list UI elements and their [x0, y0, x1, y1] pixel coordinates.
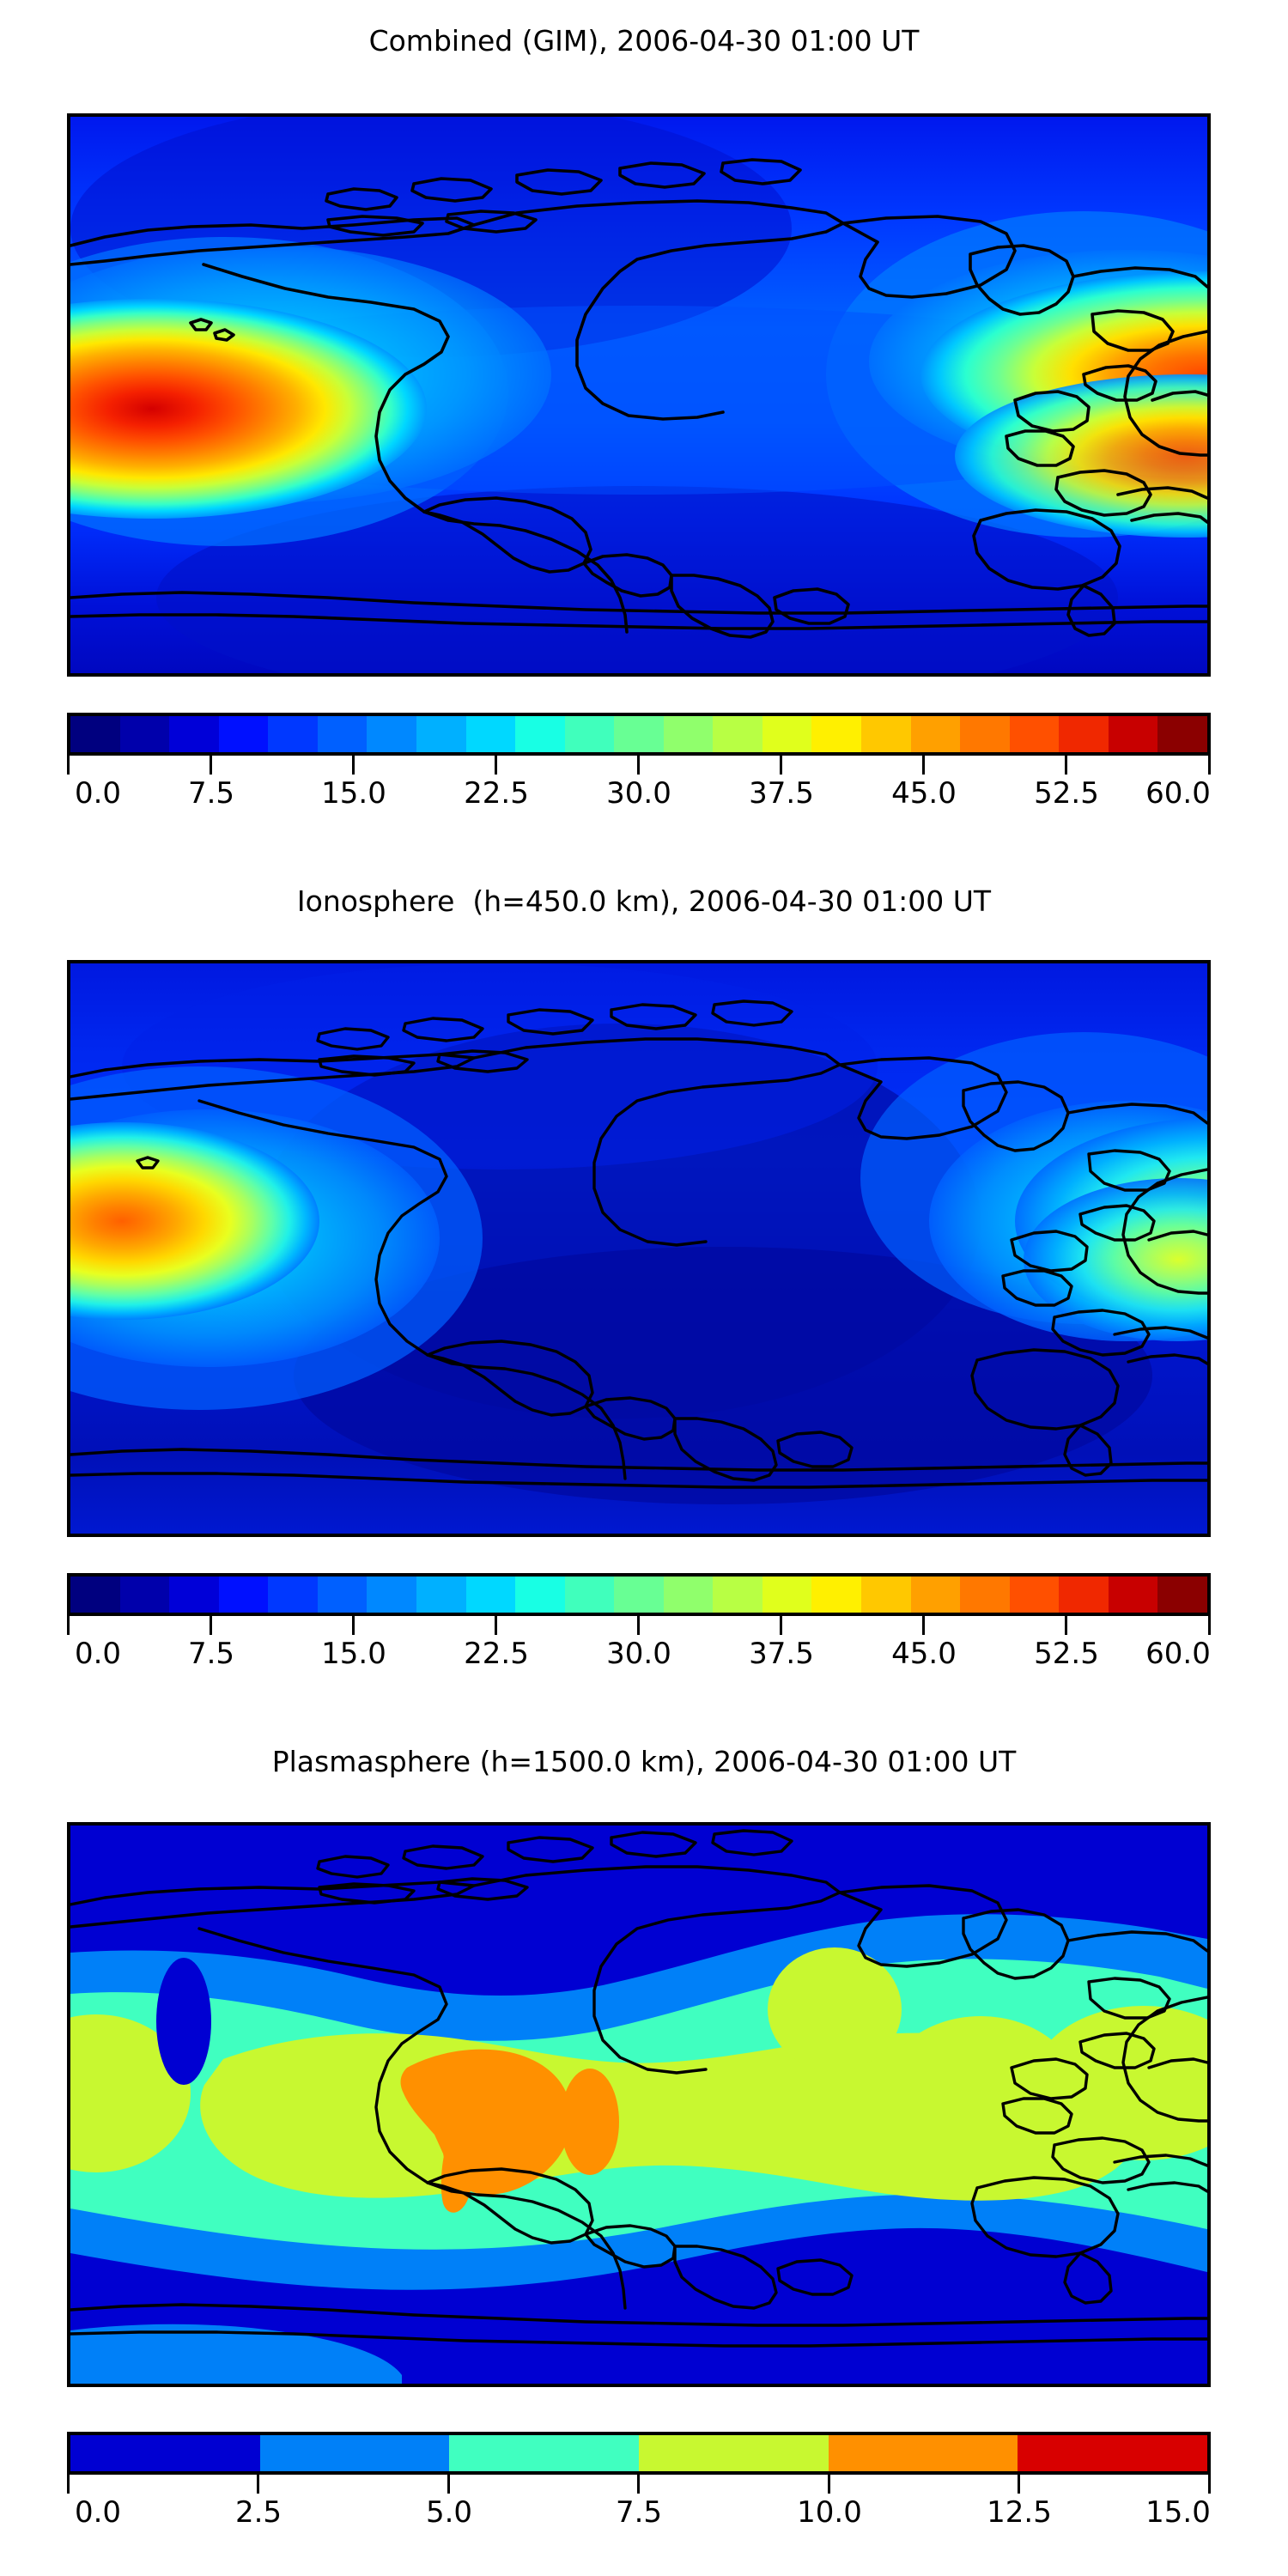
map-axes-ionosphere	[67, 960, 1211, 1537]
cbar-tick-label: 12.5	[987, 2495, 1052, 2530]
band-10.0-12.5-south-america	[400, 2049, 572, 2195]
panel-combined-gim: Combined (GIM), 2006-04-30 01:00 UT	[0, 0, 1288, 859]
cbar-tick-label: 7.5	[187, 776, 235, 811]
cbar-tick-label: 2.5	[234, 2495, 283, 2530]
cbar-tick-label: 30.0	[606, 1637, 671, 1671]
cbar-tick-label: 5.0	[425, 2495, 473, 2530]
cbar-tick-label: 45.0	[891, 1637, 957, 1671]
colorbar-gradient-plasmasphere	[67, 2432, 1211, 2475]
panel-title-ionosphere: Ionosphere (h=450.0 km), 2006-04-30 01:0…	[296, 884, 992, 918]
colorbar-ticks-ionosphere	[67, 1616, 1211, 1635]
colorbar-labels-plasmasphere: 0.0 2.5 5.0 7.5 10.0 12.5 15.0	[67, 2495, 1211, 2533]
cbar-tick-label: 45.0	[891, 776, 957, 811]
cbar-tick-label: 37.5	[749, 1637, 814, 1671]
contour-field-ionosphere	[70, 963, 1207, 1534]
cbar-tick-label: 0.0	[74, 1637, 122, 1671]
cbar-tick-label: 15.0	[321, 776, 386, 811]
panel-plasmasphere: Plasmasphere (h=1500.0 km), 2006-04-30 0…	[0, 1717, 1288, 2576]
band-7.5-10.0-arabia	[768, 1947, 902, 2071]
cbar-tick-label: 30.0	[606, 776, 671, 811]
coastline-layer	[70, 1829, 1207, 2348]
cbar-tick-label: 15.0	[1145, 2495, 1211, 2530]
band-10.0-12.5-tail	[440, 2142, 472, 2213]
cbar-tick-label: 0.0	[74, 2495, 122, 2530]
cbar-tick-label: 7.5	[615, 2495, 663, 2530]
cbar-tick-label: 0.0	[74, 776, 122, 811]
cbar-tick-label: 52.5	[1034, 1637, 1099, 1671]
colorbar-gradient-ionosphere	[67, 1573, 1211, 1616]
map-content-ionosphere	[70, 963, 1207, 1534]
cbar-tick-label: 52.5	[1034, 776, 1099, 811]
cbar-tick-label: 15.0	[321, 1637, 386, 1671]
band-south-ocean	[70, 2324, 402, 2384]
band-7.5-10.0-indian	[878, 2016, 1084, 2188]
cbar-tick-label: 60.0	[1145, 776, 1211, 811]
cbar-tick-label: 7.5	[187, 1637, 235, 1671]
map-content-combined	[70, 117, 1207, 673]
coastline-layer	[70, 158, 1207, 639]
map-axes-plasmasphere	[67, 1822, 1211, 2387]
colorbar-ticks-combined	[67, 756, 1211, 775]
colorbar-labels-ionosphere: 0.0 7.5 15.0 22.5 30.0 37.5 45.0 52.5 60…	[67, 1637, 1211, 1674]
colorbar-gradient-combined	[67, 713, 1211, 756]
map-axes-combined	[67, 113, 1211, 677]
colorbar-ticks-plasmasphere	[67, 2475, 1211, 2494]
contour-field-combined	[70, 117, 1207, 673]
cbar-tick-label: 22.5	[464, 1637, 529, 1671]
cbar-tick-label: 37.5	[749, 776, 814, 811]
contour-field-plasmasphere	[70, 1826, 1207, 2384]
map-content-plasmasphere	[70, 1826, 1207, 2384]
colorbar-labels-combined: 0.0 7.5 15.0 22.5 30.0 37.5 45.0 52.5 60…	[67, 776, 1211, 814]
cbar-tick-label: 10.0	[797, 2495, 862, 2530]
minimum-north-pacific	[156, 1958, 211, 2085]
cbar-tick-label: 22.5	[464, 776, 529, 811]
panel-title-combined: Combined (GIM), 2006-04-30 01:00 UT	[368, 24, 920, 58]
panel-title-plasmasphere: Plasmasphere (h=1500.0 km), 2006-04-30 0…	[271, 1745, 1017, 1778]
cbar-tick-label: 60.0	[1145, 1637, 1211, 1671]
band-10.0-12.5-atlantic	[561, 2069, 619, 2175]
panel-ionosphere: Ionosphere (h=450.0 km), 2006-04-30 01:0…	[0, 859, 1288, 1717]
coastline-layer	[70, 999, 1207, 1489]
